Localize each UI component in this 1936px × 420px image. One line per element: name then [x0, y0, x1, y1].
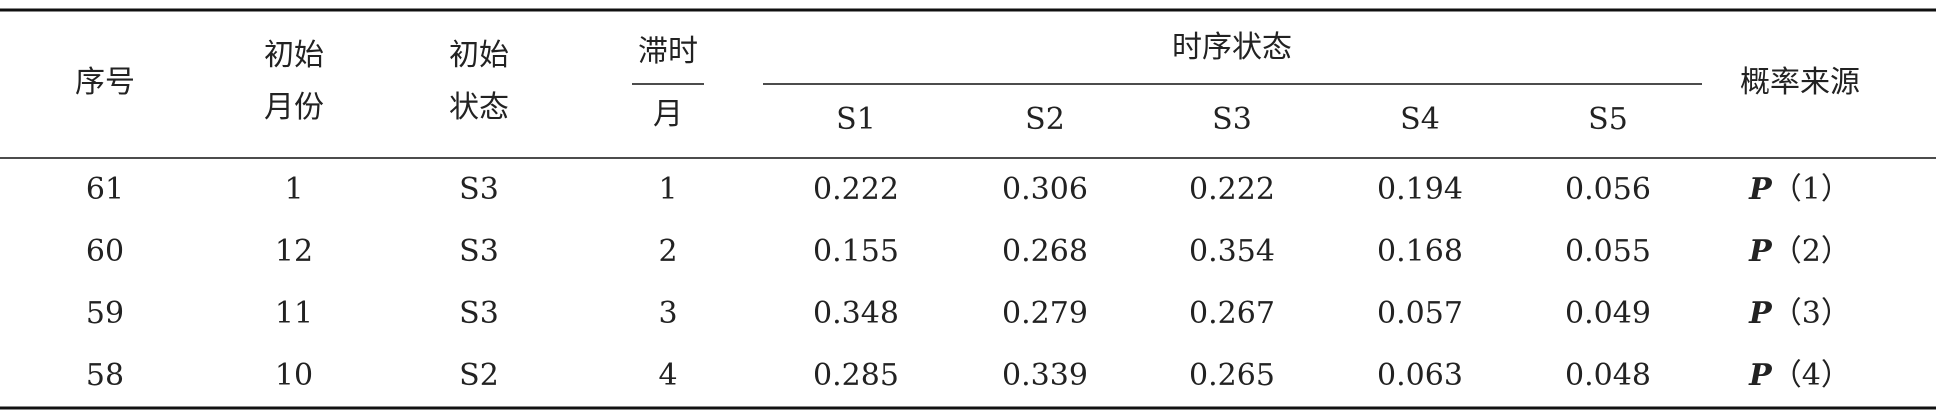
- cell: 10: [275, 358, 313, 393]
- cell: 3: [658, 296, 677, 331]
- header-cell: 滞时: [638, 34, 698, 69]
- header-cell: 概率来源: [1740, 65, 1860, 100]
- cell: 58: [86, 358, 124, 393]
- cell: 1: [658, 172, 677, 207]
- cell: 0.056: [1565, 172, 1651, 207]
- cell: 0.279: [1002, 296, 1088, 331]
- cell: 0.055: [1565, 234, 1651, 269]
- cell: 0.063: [1377, 358, 1463, 393]
- header-cell: 初始: [449, 38, 509, 73]
- cell: 0.222: [1189, 172, 1275, 207]
- source-cell: P（2）: [1748, 234, 1851, 269]
- source-cell: P（1）: [1748, 172, 1851, 207]
- cell: S3: [459, 234, 499, 269]
- source-symbol: P: [1748, 172, 1773, 207]
- cell: 0.222: [813, 172, 899, 207]
- source-symbol: P: [1748, 296, 1773, 331]
- cell: 0.168: [1377, 234, 1463, 269]
- cell: 0.265: [1189, 358, 1275, 393]
- cell: 0.057: [1377, 296, 1463, 331]
- header-cell: 序号: [75, 65, 135, 100]
- cell: 0.348: [813, 296, 899, 331]
- header-cell: S1: [836, 102, 876, 137]
- cell: 4: [658, 358, 677, 393]
- header-cell: S5: [1588, 102, 1628, 137]
- cell: 0.339: [1002, 358, 1088, 393]
- source-cell: P（4）: [1748, 358, 1851, 393]
- cell: S2: [459, 358, 499, 393]
- cell: 1: [284, 172, 303, 207]
- cell: 2: [658, 234, 677, 269]
- source-arg: （2）: [1772, 234, 1851, 269]
- cell: 0.194: [1377, 172, 1463, 207]
- source-arg: （4）: [1772, 358, 1851, 393]
- header-cell: 月份: [264, 90, 324, 125]
- cell: 11: [275, 296, 313, 331]
- header-cell: 时序状态: [1172, 30, 1292, 65]
- source-cell: P（3）: [1748, 296, 1851, 331]
- source-symbol: P: [1748, 234, 1773, 269]
- source-symbol: P: [1748, 358, 1773, 393]
- source-arg: （3）: [1772, 296, 1851, 331]
- cell: 0.354: [1189, 234, 1275, 269]
- cell: 60: [86, 234, 124, 269]
- cell: 12: [275, 234, 313, 269]
- header-cell: S4: [1400, 102, 1440, 137]
- cell: 0.048: [1565, 358, 1651, 393]
- header-cell: 初始: [264, 38, 324, 73]
- cell: 0.268: [1002, 234, 1088, 269]
- header-cell: 状态: [449, 90, 509, 125]
- cell: 0.285: [813, 358, 899, 393]
- header-cell: S3: [1212, 102, 1252, 137]
- cell: 0.155: [813, 234, 899, 269]
- cell: 59: [86, 296, 124, 331]
- cell: S3: [459, 296, 499, 331]
- cell: 61: [86, 172, 124, 207]
- header-cell: 月: [653, 97, 683, 132]
- cell: 0.049: [1565, 296, 1651, 331]
- cell: S3: [459, 172, 499, 207]
- header-cell: S2: [1025, 102, 1065, 137]
- cell: 0.267: [1189, 296, 1275, 331]
- source-arg: （1）: [1772, 172, 1851, 207]
- table-body: 61 1 S3 1 0.222 0.306 0.222 0.194 0.056 P（1）60 12 S…: [86, 172, 1851, 393]
- cell: 0.306: [1002, 172, 1088, 207]
